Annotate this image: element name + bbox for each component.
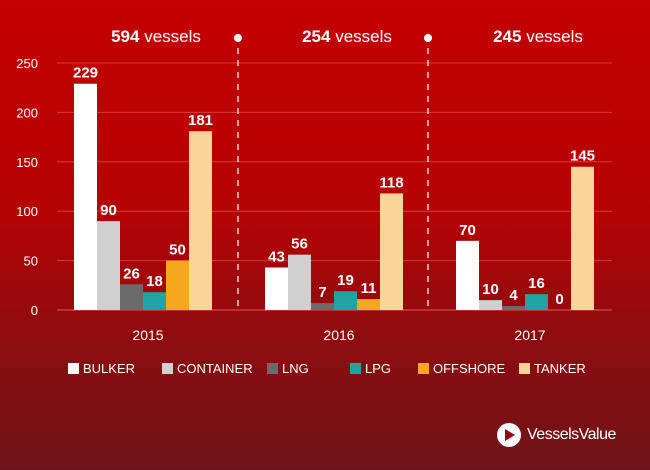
group-total: 594 vessels <box>111 27 201 46</box>
data-label: 56 <box>291 236 308 253</box>
data-label: 145 <box>570 148 595 165</box>
group-total-label: vessels <box>139 27 200 46</box>
legend-label-offshore: OFFSHORE <box>433 361 506 376</box>
bar-bulker-2016 <box>265 267 288 310</box>
legend-swatch-tanker <box>519 363 530 374</box>
y-tick-label: 100 <box>16 204 38 219</box>
y-tick-label: 250 <box>16 56 38 71</box>
bar-lng-2017 <box>502 306 525 310</box>
data-label: 229 <box>73 65 98 82</box>
x-tick-label: 2017 <box>514 327 545 343</box>
data-label: 43 <box>268 249 285 266</box>
y-tick-label: 200 <box>16 105 38 120</box>
legend-swatch-lpg <box>350 363 361 374</box>
logo-text: VesselsValue <box>527 426 616 443</box>
group-total: 245 vessels <box>493 27 583 46</box>
bar-offshore-2015 <box>166 260 189 310</box>
bar-tanker-2017 <box>571 166 594 310</box>
divider-dot <box>424 34 432 42</box>
y-tick-label: 150 <box>16 155 38 170</box>
data-label: 118 <box>379 174 403 191</box>
x-tick-label: 2016 <box>323 327 354 343</box>
data-label: 11 <box>361 280 377 297</box>
bar-tanker-2016 <box>380 193 403 310</box>
data-label: 18 <box>146 273 163 290</box>
legend-swatch-container <box>162 363 173 374</box>
data-label: 16 <box>528 275 545 292</box>
bar-container-2015 <box>97 221 120 310</box>
group-total-count: 594 <box>111 27 140 46</box>
legend-swatch-offshore <box>418 363 429 374</box>
y-tick-label: 50 <box>24 254 38 269</box>
data-label: 181 <box>188 112 213 129</box>
bar-lpg-2017 <box>525 294 548 310</box>
data-label: 0 <box>555 291 563 308</box>
legend-label-lpg: LPG <box>365 361 391 376</box>
legend-label-container: CONTAINER <box>177 361 253 376</box>
data-label: 10 <box>482 281 499 298</box>
logo-icon <box>497 423 521 447</box>
data-label: 7 <box>318 284 326 301</box>
group-total-count: 254 <box>302 27 331 46</box>
bar-lpg-2016 <box>334 291 357 310</box>
bar-lng-2015 <box>120 284 143 310</box>
bar-lpg-2015 <box>143 292 166 310</box>
bar-container-2016 <box>288 254 311 310</box>
data-label: 26 <box>123 265 140 282</box>
bar-bulker-2015 <box>74 83 97 310</box>
x-tick-label: 2015 <box>132 327 163 343</box>
group-total: 254 vessels <box>302 27 392 46</box>
y-tick-label: 0 <box>31 303 38 318</box>
group-total-count: 245 <box>493 27 521 46</box>
bar-tanker-2015 <box>189 131 212 310</box>
bar-lng-2016 <box>311 303 334 310</box>
vesselsvalue-logo: VesselsValue <box>497 423 616 447</box>
legend-label-lng: LNG <box>282 361 309 376</box>
data-label: 19 <box>337 272 354 289</box>
data-label: 50 <box>169 242 186 259</box>
data-label: 90 <box>100 202 117 219</box>
data-label: 70 <box>459 222 476 239</box>
divider-dot <box>234 34 242 42</box>
bar-offshore-2016 <box>357 299 380 310</box>
legend-label-bulker: BULKER <box>83 361 135 376</box>
data-label: 4 <box>509 287 518 304</box>
group-total-label: vessels <box>521 27 582 46</box>
legend-swatch-lng <box>267 363 278 374</box>
group-total-label: vessels <box>330 27 391 46</box>
bar-container-2017 <box>479 300 502 310</box>
bar-bulker-2017 <box>456 240 479 310</box>
legend-swatch-bulker <box>68 363 79 374</box>
legend-label-tanker: TANKER <box>534 361 586 376</box>
